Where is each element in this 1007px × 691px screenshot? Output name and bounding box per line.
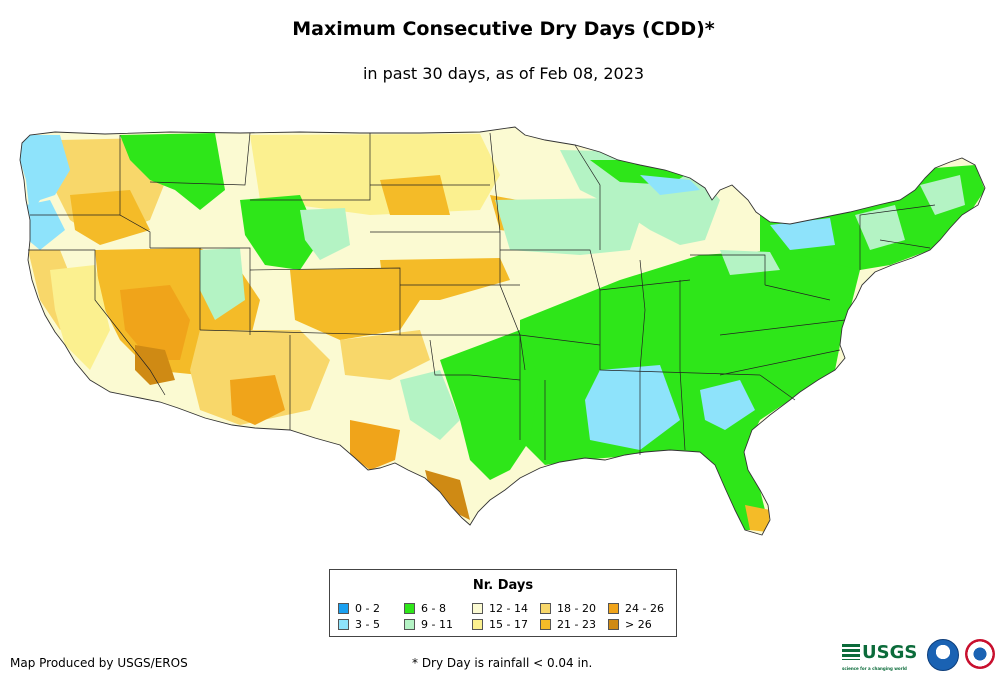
legend-swatch xyxy=(404,603,415,614)
region-ok-light xyxy=(400,370,460,440)
legend-swatch xyxy=(472,619,483,630)
legend-item-6-8: 6 - 8 xyxy=(404,602,446,616)
legend-item-9-11: 9 - 11 xyxy=(404,618,453,632)
legend-swatch xyxy=(472,603,483,614)
legend-label: 6 - 8 xyxy=(421,602,446,615)
legend-item-12-14: 12 - 14 xyxy=(472,602,528,616)
region-wy-light xyxy=(300,208,350,260)
legend-swatch xyxy=(404,619,415,630)
region-tx-ok-green xyxy=(440,330,540,480)
region-wa-blue xyxy=(20,135,70,215)
legend-item-0-2: 0 - 2 xyxy=(338,602,380,616)
credit-text: Map Produced by USGS/EROS xyxy=(10,656,188,670)
legend-item-18-20: 18 - 20 xyxy=(540,602,596,616)
cdd-map xyxy=(19,126,986,536)
legend-title: Nr. Days xyxy=(472,578,534,593)
legend-item-21-23: 21 - 23 xyxy=(540,618,596,632)
region-id-mt-green xyxy=(120,133,225,210)
legend-label: 9 - 11 xyxy=(421,618,453,631)
usgs-logo: USGS science for a changing world xyxy=(842,642,918,671)
region-tx-west xyxy=(350,420,400,470)
region-wy-green xyxy=(240,195,320,270)
legend-label: 3 - 5 xyxy=(355,618,380,631)
legend-swatch xyxy=(338,603,349,614)
region-me-light xyxy=(920,175,965,215)
region-sonoran-dark xyxy=(135,345,175,385)
region-se-green xyxy=(520,250,860,530)
region-sd-orange xyxy=(380,175,450,215)
region-or-orange xyxy=(70,190,150,245)
nws-logo-icon xyxy=(965,639,995,669)
map-subtitle: in past 30 days, as of Feb 08, 2023 xyxy=(362,64,645,83)
region-ks-band xyxy=(380,258,510,300)
legend-swatch xyxy=(540,619,551,630)
legend-item-15-17: 15 - 17 xyxy=(472,618,528,632)
legend: Nr. Days 0 - 2 3 - 5 6 - 8 9 - 11 12 - 1… xyxy=(329,569,677,637)
region-ms-al-blue xyxy=(585,365,680,450)
legend-item-over-26: > 26 xyxy=(608,618,652,632)
legend-swatch xyxy=(608,603,619,614)
region-or-coast-blue xyxy=(26,200,65,250)
legend-label: 18 - 20 xyxy=(557,602,596,615)
region-ut-light xyxy=(200,248,245,320)
usgs-wave-icon xyxy=(842,644,860,660)
legend-swatch xyxy=(338,619,349,630)
legend-label: 21 - 23 xyxy=(557,618,596,631)
region-az-dark xyxy=(230,375,285,425)
region-ia-wi-light xyxy=(495,198,640,255)
region-nv-dark xyxy=(120,285,190,360)
usgs-logo-text: USGS xyxy=(862,642,918,663)
region-nm-east xyxy=(340,330,430,380)
usgs-tagline: science for a changing world xyxy=(842,666,907,671)
legend-label: 15 - 17 xyxy=(489,618,528,631)
legend-swatch xyxy=(608,619,619,630)
legend-item-3-5: 3 - 5 xyxy=(338,618,380,632)
agency-logos: USGS science for a changing world xyxy=(842,637,1002,677)
footnote-text: * Dry Day is rainfall < 0.04 in. xyxy=(412,656,593,670)
map-title: Maximum Consecutive Dry Days (CDD)* xyxy=(292,18,715,40)
region-tx-south xyxy=(425,470,470,520)
legend-item-24-26: 24 - 26 xyxy=(608,602,664,616)
legend-swatch xyxy=(540,603,551,614)
state-boundaries xyxy=(28,132,936,460)
region-ne-blue xyxy=(770,218,835,250)
region-ga-blue xyxy=(700,380,755,430)
legend-label: 0 - 2 xyxy=(355,602,380,615)
region-ny-light xyxy=(855,205,905,250)
region-lake-blue xyxy=(640,175,700,195)
legend-label: 24 - 26 xyxy=(625,602,664,615)
legend-label: > 26 xyxy=(625,618,652,631)
region-fl-tip xyxy=(745,505,770,532)
noaa-logo-icon xyxy=(927,639,959,671)
legend-label: 12 - 14 xyxy=(489,602,528,615)
